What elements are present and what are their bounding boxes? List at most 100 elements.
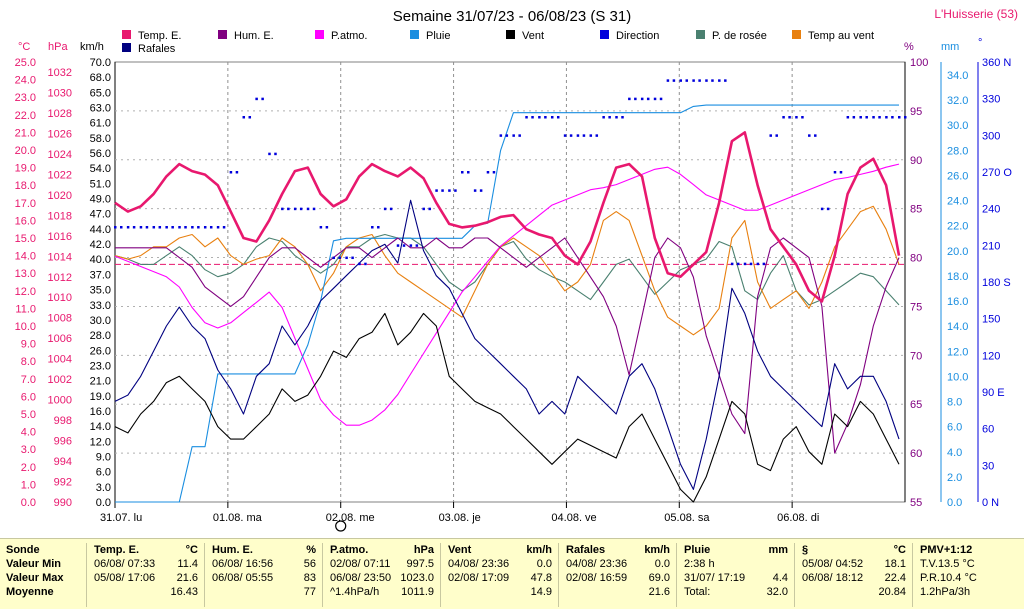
axis-unit-temp_c: °C: [18, 41, 30, 53]
tick-pressure_hpa: 1022: [48, 169, 72, 181]
stats-unit: km/h: [644, 544, 670, 556]
direction-point: [808, 134, 811, 137]
direction-point: [852, 116, 856, 119]
tick-pressure_hpa: 1000: [48, 395, 72, 407]
direction-point: [878, 116, 881, 119]
direction-point: [145, 226, 149, 229]
direction-point: [525, 116, 528, 119]
tick-pressure_hpa: 1008: [48, 313, 72, 325]
stats-min-value: 0.0: [536, 558, 552, 570]
direction-point: [448, 189, 451, 192]
stats-max-value: 69.0: [648, 572, 670, 584]
direction-point: [653, 97, 657, 101]
stats-max-time: 31/07/ 17:19: [684, 572, 746, 584]
direction-point: [621, 116, 624, 119]
direction-point: [833, 171, 837, 174]
tick-temp_c: 2.0: [21, 462, 36, 474]
direction-point: [538, 116, 541, 119]
stats-separator: [86, 543, 87, 607]
tick-rain_mm: 20.0: [947, 246, 968, 258]
tick-direction_deg: 240: [982, 204, 1000, 216]
stats-column: Hum. E.% 06/08/ 16:56 56 06/08/ 05:55 83 77: [206, 539, 322, 609]
stats-max-time: 02/08/ 16:59: [566, 572, 628, 584]
tick-pressure_hpa: 990: [54, 497, 72, 509]
series-line-temp-e: [114, 131, 901, 303]
axis-unit-humidity_pct: %: [904, 41, 914, 53]
legend-swatch: [696, 30, 705, 39]
stats-min-time: 02/08/ 07:11: [330, 558, 391, 570]
direction-point: [396, 244, 400, 247]
tick-direction_deg: 150: [982, 314, 1000, 326]
axis-unit-direction_deg: °: [978, 37, 982, 49]
tick-temp_c: 10.0: [15, 321, 36, 333]
direction-point: [139, 226, 143, 229]
stats-column: P.atmo. hPa 02/08/ 07:11 997.5 06/08/ 23:50 1…: [324, 539, 440, 609]
legend-label: Direction: [616, 30, 659, 42]
tick-wind_kmh: 3.0: [96, 482, 111, 494]
tick-wind_kmh: 68.0: [90, 72, 111, 84]
legend-label: Hum. E.: [234, 30, 274, 42]
direction-point: [312, 207, 316, 211]
tick-wind_kmh: 28.0: [90, 330, 111, 342]
legend-label: Temp au vent: [808, 30, 874, 42]
stats-min-time: 06/08/ 16:56: [212, 558, 274, 570]
weather-chart: Semaine 31/07/23 - 06/08/23 (S 31) L'Hui…: [14, 7, 1019, 532]
direction-point: [769, 134, 772, 137]
direction-point: [826, 207, 830, 211]
stats-title: Pluie: [684, 544, 711, 556]
tick-pressure_hpa: 998: [54, 415, 72, 427]
tick-pressure_hpa: 1016: [48, 231, 72, 243]
stats-max-value: 47.8: [530, 572, 552, 584]
stats-max-time: 06/08/ 18:12: [802, 572, 864, 584]
direction-point: [435, 189, 438, 192]
tick-temp_c: 4.0: [21, 427, 36, 439]
tick-temp_c: 24.0: [15, 75, 36, 87]
stats-avg-value: 77: [303, 586, 316, 598]
stats-title: Temp. E.: [94, 544, 140, 556]
tick-wind_kmh: 0.0: [96, 497, 111, 509]
stats-separator: [440, 543, 441, 607]
stats-max-value: 1023.0: [400, 572, 434, 584]
axis-unit-wind_kmh: km/h: [80, 41, 104, 53]
direction-point: [602, 116, 605, 119]
stats-min-value: 0.0: [654, 558, 670, 570]
direction-point: [891, 116, 894, 119]
tick-rain_mm: 22.0: [947, 221, 968, 233]
tick-temp_c: 13.0: [15, 268, 36, 280]
direction-point: [377, 226, 380, 229]
tick-pressure_hpa: 1024: [48, 149, 72, 161]
tick-direction_deg: 120: [982, 350, 1000, 362]
stats-title: PMV+1:12: [920, 544, 973, 556]
tick-temp_c: 17.0: [15, 198, 36, 210]
tick-wind_kmh: 35.0: [90, 285, 111, 297]
direction-point: [775, 134, 778, 137]
direction-point: [698, 79, 701, 82]
direction-point: [197, 226, 200, 229]
direction-point: [711, 79, 714, 82]
direction-point: [299, 207, 303, 211]
direction-point: [402, 244, 406, 247]
stats-row-labels: Sonde Valeur Min Valeur Max Moyenne: [0, 539, 86, 609]
direction-point: [762, 262, 766, 266]
stats-min-value: 997.5: [406, 558, 434, 570]
direction-point: [229, 171, 233, 174]
tick-wind_kmh: 47.0: [90, 209, 111, 221]
direction-point: [646, 97, 650, 101]
tick-wind_kmh: 54.0: [90, 163, 111, 175]
stats-unit: km/h: [526, 544, 552, 556]
stats-avg-value: 14.9: [530, 586, 552, 598]
stats-title: Rafales: [566, 544, 606, 556]
legend-swatch: [218, 30, 227, 39]
legend-swatch: [410, 30, 419, 39]
stats-title: Hum. E.: [212, 544, 253, 556]
series-line-rafales: [114, 199, 900, 490]
stats-separator: [322, 543, 323, 607]
tick-temp_c: 22.0: [15, 110, 36, 122]
direction-point: [898, 116, 901, 119]
tick-temp_c: 6.0: [21, 391, 36, 403]
stats-title: Vent: [448, 544, 472, 556]
direction-point: [364, 262, 367, 266]
tick-rain_mm: 12.0: [947, 346, 968, 358]
stats-max-value: 22.4: [884, 572, 906, 584]
tick-wind_kmh: 16.0: [90, 406, 111, 418]
